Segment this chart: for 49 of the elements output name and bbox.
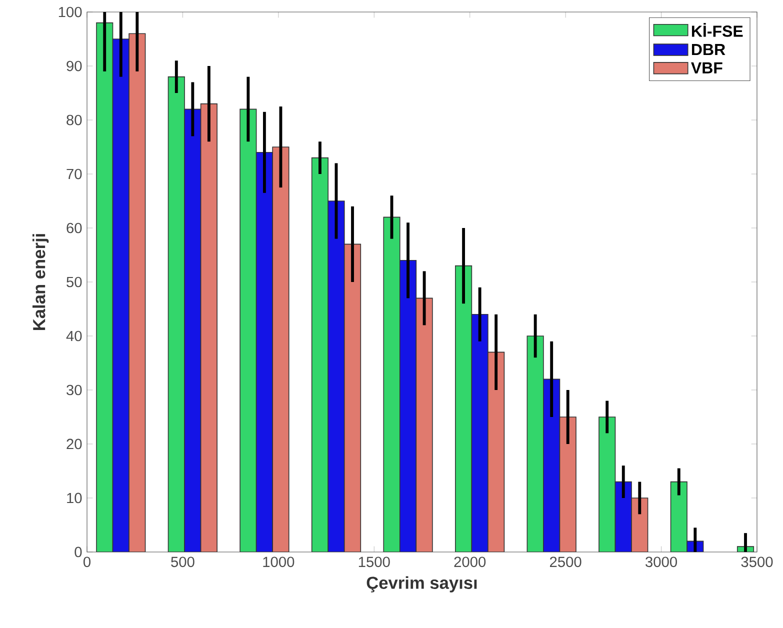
x-tick-label: 0 [83, 556, 90, 568]
bar [112, 38, 130, 552]
bar [129, 34, 146, 552]
bar [615, 482, 632, 552]
bar [200, 104, 218, 552]
bar [328, 200, 344, 552]
bar [344, 244, 361, 552]
bar [670, 481, 688, 552]
y-tick-label: 50 [66, 276, 82, 288]
x-tick-label: 500 [171, 556, 194, 568]
x-tick-label: 1000 [263, 556, 294, 568]
x-tick-label: 3000 [646, 556, 677, 568]
bar [384, 217, 400, 552]
y-tick-label: 40 [66, 330, 82, 342]
bar [312, 158, 328, 552]
bar [168, 76, 185, 552]
bar [472, 314, 488, 552]
x-tick-label: 1500 [358, 556, 390, 568]
legend-label: VBF [691, 62, 722, 74]
x-tick-label: 2000 [454, 556, 486, 568]
bar [240, 109, 256, 552]
bar [598, 416, 616, 552]
bar [256, 152, 273, 552]
y-tick-label: 20 [66, 438, 82, 450]
bar [184, 109, 201, 552]
bar [560, 416, 576, 552]
y-tick-label: 80 [66, 114, 82, 126]
bar [400, 260, 416, 552]
bar [631, 498, 648, 552]
x-tick-label: 2500 [550, 556, 582, 568]
bar [96, 22, 113, 552]
y-tick-label: 90 [66, 60, 82, 72]
y-tick-label: 0 [74, 546, 82, 558]
legend-label: DBR [692, 44, 726, 56]
y-tick-label: 10 [67, 492, 82, 504]
y-axis-title: Kalan enerji [32, 234, 49, 330]
bar [527, 336, 544, 552]
x-axis-title: Çevrim sayısı [366, 576, 477, 592]
y-tick-label: 30 [66, 384, 82, 396]
y-tick-label: 100 [58, 6, 82, 18]
legend-label: Kİ-FSE [692, 23, 743, 37]
bar [543, 379, 560, 552]
bar [272, 146, 289, 552]
bar [416, 298, 432, 552]
y-tick-label: 60 [66, 222, 82, 234]
x-tick-label: 3500 [741, 556, 773, 568]
y-tick-label: 70 [66, 168, 82, 180]
bar [455, 266, 472, 552]
bar [488, 352, 504, 552]
